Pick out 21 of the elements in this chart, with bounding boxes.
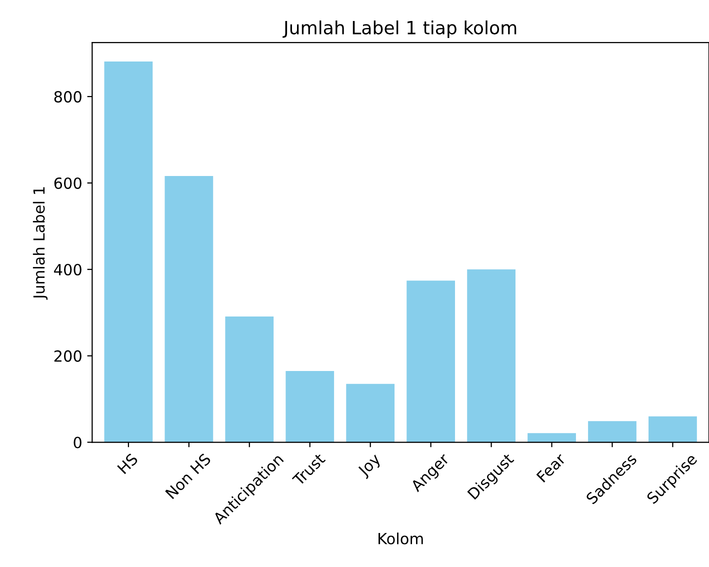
x-tick-label: Joy <box>356 452 384 480</box>
bar <box>225 316 274 442</box>
bar <box>467 269 516 442</box>
y-tick-label: 800 <box>54 91 82 103</box>
bar <box>346 384 395 442</box>
bar <box>648 416 697 442</box>
x-tick-label: Non HS <box>164 452 212 500</box>
y-tick-label: 0 <box>74 436 82 448</box>
bar <box>528 433 576 442</box>
y-axis-title: Jumlah Label 1 <box>32 187 48 300</box>
bar <box>406 280 456 442</box>
bar <box>286 370 334 442</box>
bar <box>164 176 214 442</box>
x-tick-label: HS <box>116 452 138 474</box>
y-tick-label: 600 <box>54 177 82 189</box>
chart-title: Jumlah Label 1 tiap kolom <box>282 20 516 38</box>
x-axis-title: Kolom <box>378 532 423 544</box>
y-tick-label: 400 <box>54 264 82 276</box>
bar <box>588 421 636 442</box>
bar <box>104 62 153 442</box>
y-tick-label: 200 <box>54 350 82 362</box>
